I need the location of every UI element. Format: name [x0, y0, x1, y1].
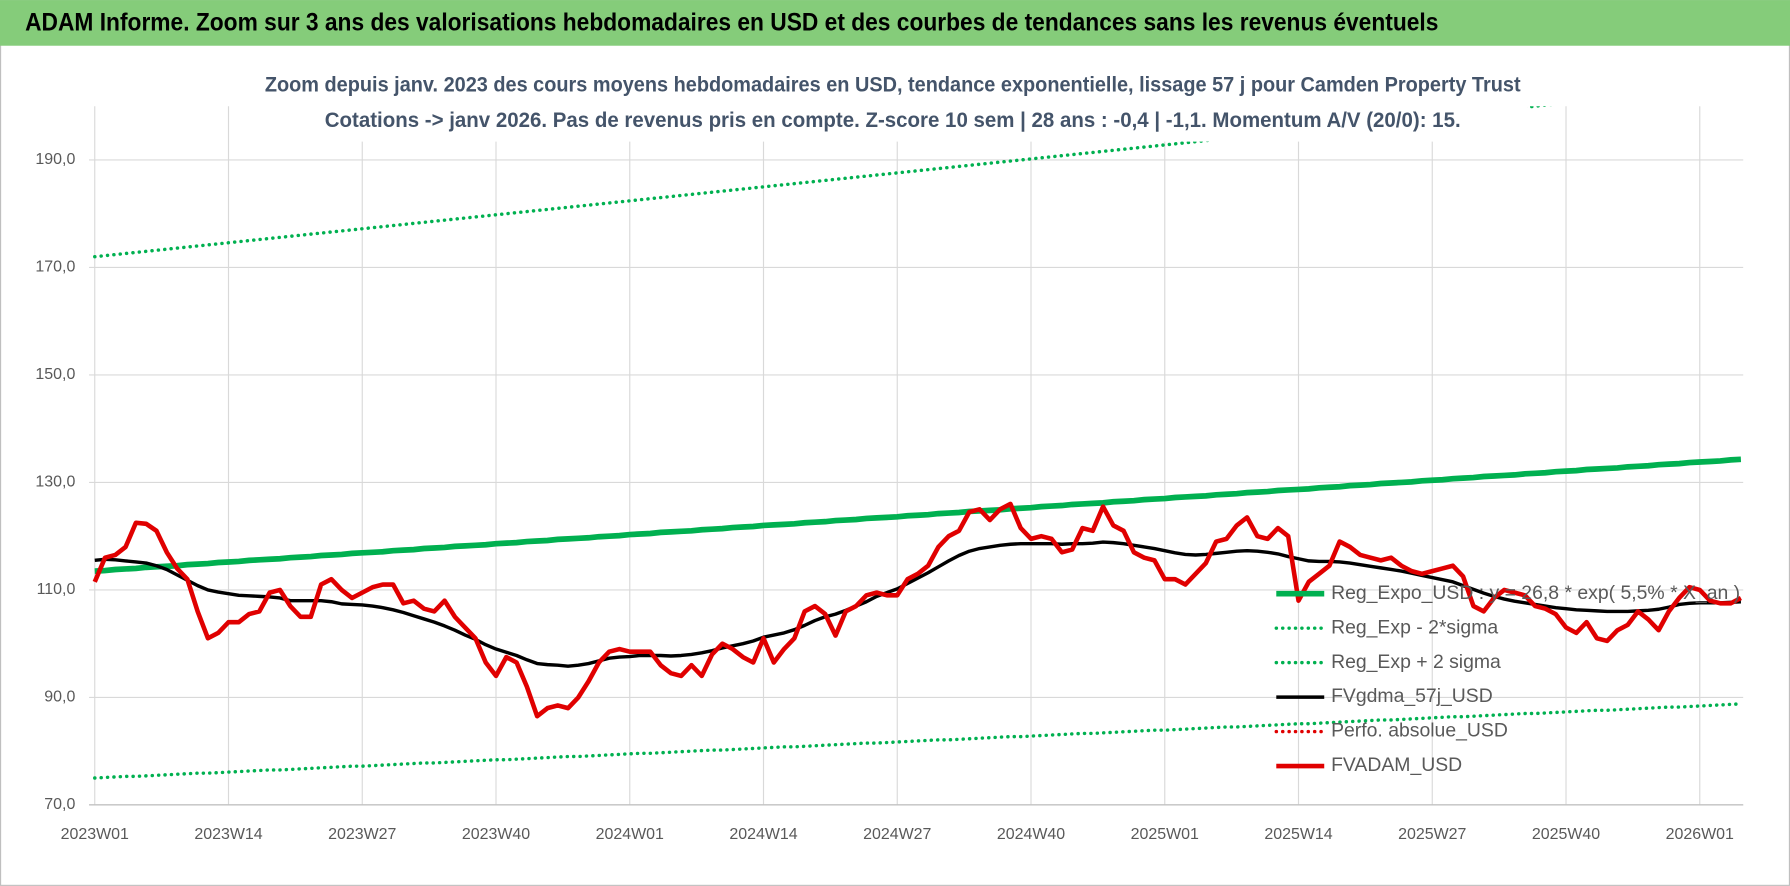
x-tick-label: 2023W14 [194, 826, 262, 843]
y-tick-label: 70,0 [44, 796, 75, 813]
y-tick-label: 130,0 [35, 474, 75, 491]
y-tick-label: 150,0 [35, 366, 75, 383]
x-tick-label: 2025W27 [1398, 826, 1466, 843]
legend-label: Reg_Exp - 2*sigma [1331, 616, 1498, 638]
y-tick-label: 110,0 [37, 581, 76, 598]
chart-title: Zoom depuis janv. 2023 des cours moyens … [265, 71, 1521, 96]
y-tick-label: 190,0 [35, 151, 75, 168]
legend-label: Reg_Exp + 2 sigma [1331, 651, 1501, 673]
x-tick-label: 2024W27 [863, 826, 931, 843]
x-tick-label: 2025W01 [1131, 826, 1199, 843]
series-line [94, 456, 1742, 574]
header-bar [0, 0, 1790, 46]
legend-label: FVADAM_USD [1331, 754, 1462, 776]
x-tick-label: 2024W14 [729, 826, 797, 843]
y-tick-label: 90,0 [44, 689, 75, 706]
series-line [93, 702, 1743, 780]
x-tick-label: 2025W40 [1532, 826, 1600, 843]
chart-subtitle: Cotations -> janv 2026. Pas de revenus p… [325, 107, 1461, 132]
x-tick-label: 2023W27 [328, 826, 396, 843]
x-tick-label: 2023W01 [61, 826, 129, 843]
x-tick-label: 2026W01 [1666, 826, 1734, 843]
header-title: ADAM Informe. Zoom sur 3 ans des valoris… [25, 9, 1438, 37]
y-tick-label: 170,0 [35, 259, 75, 276]
x-tick-label: 2024W40 [997, 826, 1065, 843]
x-tick-label: 2024W01 [596, 826, 664, 843]
legend-label: FVgdma_57j_USD [1331, 685, 1493, 707]
x-tick-label: 2025W14 [1264, 826, 1332, 843]
x-tick-label: 2023W40 [462, 826, 530, 843]
series-line [92, 501, 1742, 719]
title-background [253, 66, 1528, 142]
legend-label: Perfo. absolue_USD [1331, 720, 1508, 742]
legend: Reg_Expo_USD : y = 26,8 * exp( 5,5% * X_… [1274, 582, 1740, 776]
legend-label: Reg_Expo_USD : y = 26,8 * exp( 5,5% * X_… [1331, 582, 1740, 604]
